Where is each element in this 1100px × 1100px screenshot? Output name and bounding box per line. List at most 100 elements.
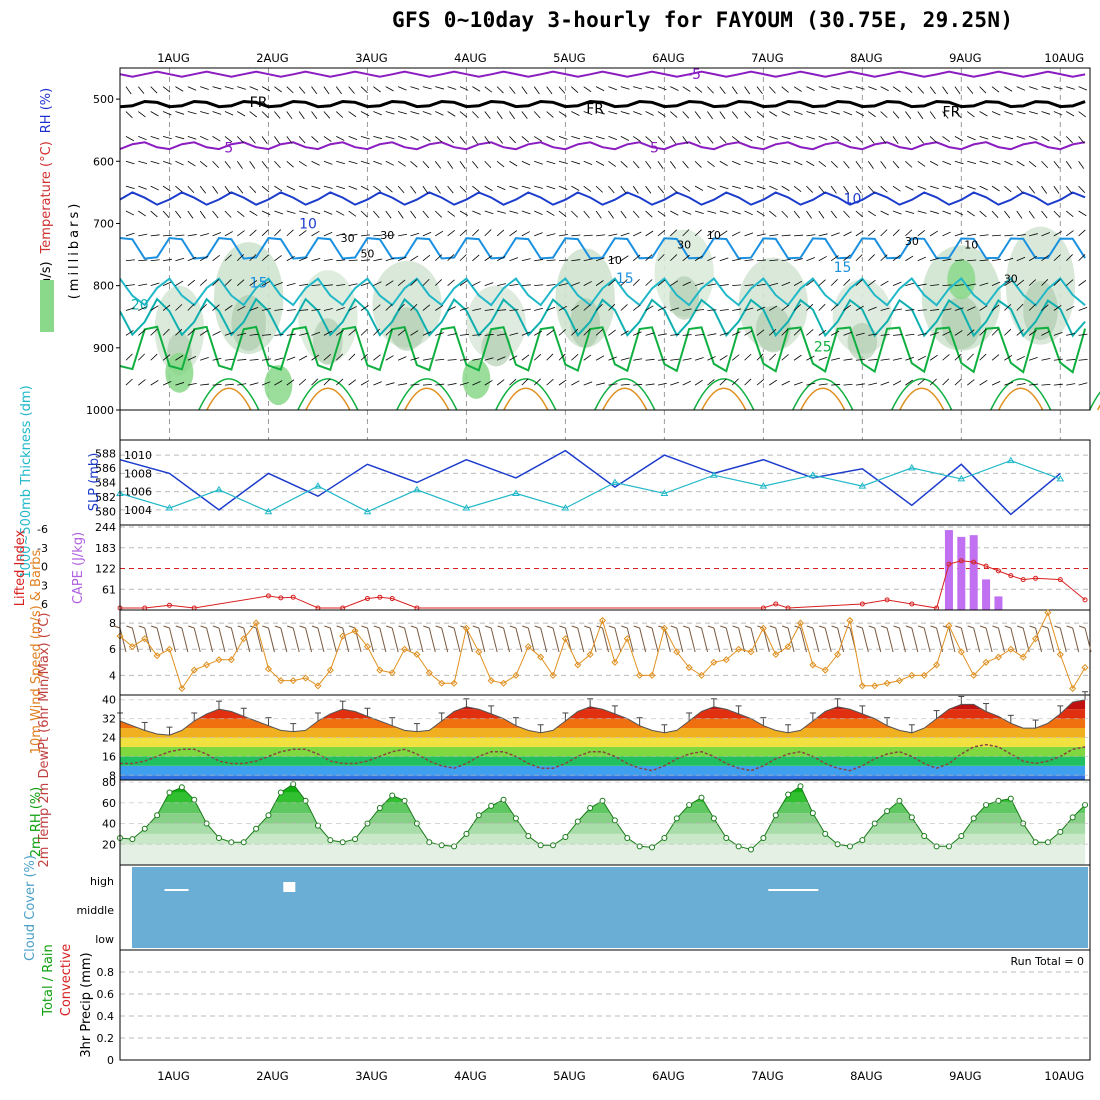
wind-barb — [1028, 255, 1038, 262]
wind-barb — [1028, 330, 1037, 336]
wind-barb — [373, 86, 381, 93]
rh-contour-label: 10 — [964, 238, 978, 251]
wind-marker — [549, 671, 557, 679]
wind-barb — [187, 234, 197, 237]
wind-barb — [249, 229, 257, 237]
wind-barb — [286, 111, 293, 120]
li-marker — [265, 593, 271, 599]
wind-barb — [162, 136, 172, 140]
wind-barb — [558, 259, 568, 262]
wind-barb — [348, 210, 357, 217]
thickness-marker — [1056, 474, 1065, 482]
wind-barb — [249, 280, 258, 286]
wind-barb — [942, 136, 951, 143]
wind-barb — [1047, 627, 1055, 653]
wind-barb — [571, 259, 581, 262]
wind-barb — [892, 254, 901, 262]
wind-barb — [212, 255, 220, 262]
wind-barb — [830, 304, 839, 311]
wind-barb — [756, 185, 766, 190]
rh-marker — [896, 797, 903, 804]
li-tick-label: 0 — [41, 561, 48, 574]
wind-barb — [435, 305, 444, 311]
wind-barb — [707, 333, 717, 336]
wind-barb — [583, 281, 592, 286]
wind-barb-feather — [497, 625, 504, 629]
wind-barb-feather — [559, 625, 566, 629]
wind-barb — [459, 254, 467, 262]
wind-barb — [441, 627, 449, 653]
wind-barb — [1028, 279, 1037, 286]
wind-barb-feather — [126, 625, 133, 629]
wind-barb-feather — [1066, 625, 1073, 629]
wind-barb — [756, 136, 766, 141]
wind-barb — [261, 254, 270, 262]
wind-barb — [633, 331, 642, 336]
wind-barb — [868, 306, 877, 311]
wind-barb — [861, 627, 869, 653]
wind-barb — [738, 627, 746, 653]
temperature-contour-25 — [990, 378, 1052, 411]
wind-barb — [855, 332, 865, 336]
wind-barb — [187, 160, 196, 167]
wind-barb — [942, 111, 949, 119]
wind-barb — [261, 334, 272, 336]
wind-barb-feather — [435, 625, 442, 629]
wind-barb — [385, 86, 394, 92]
wind-barb — [583, 111, 593, 116]
wind-marker — [240, 635, 248, 643]
rh-marker — [809, 810, 816, 817]
temperature-contour-25 — [297, 378, 359, 411]
wind-barb — [280, 627, 288, 653]
wind-barb — [397, 210, 404, 219]
temp-band — [120, 728, 1086, 738]
wind-barb — [435, 230, 444, 237]
wind-barb — [732, 308, 742, 311]
wind-barb — [1016, 160, 1025, 167]
wind-barb — [880, 229, 888, 237]
wind-barb — [892, 111, 900, 119]
wind-barb — [398, 233, 408, 237]
wind-barb-feather — [732, 625, 739, 629]
wind-barb — [818, 233, 828, 237]
wind-barb — [274, 308, 284, 311]
wind-barb — [991, 185, 1000, 192]
rh-marker — [500, 796, 507, 803]
wind-barb — [224, 111, 234, 116]
wind-barb — [929, 354, 938, 361]
wind-barb — [1078, 333, 1088, 336]
wind-barb — [583, 185, 592, 192]
wind-barb — [633, 86, 643, 90]
rh-band — [120, 823, 1086, 834]
wind-barb — [707, 136, 714, 144]
wind-barb — [583, 304, 591, 311]
wind-barb — [942, 210, 952, 215]
wind-marker — [339, 632, 347, 640]
rh-marker — [314, 822, 321, 829]
wind-barb — [410, 383, 420, 386]
wind-barb — [162, 328, 170, 336]
precip-legend: Total / Rain — [41, 944, 56, 1017]
wind-barb — [620, 86, 630, 90]
wind-barb — [348, 353, 356, 361]
rh-marker — [1057, 828, 1064, 835]
wind-barb — [979, 111, 988, 117]
wind-marker — [363, 643, 371, 651]
wind-barb — [298, 230, 307, 237]
wind-barb — [249, 111, 258, 118]
precip-tick-label: 0.8 — [97, 966, 115, 979]
thickness-tick-label: 584 — [95, 477, 116, 490]
wind-barb — [917, 210, 927, 214]
wind-barb — [373, 234, 383, 237]
wind-barb — [1035, 627, 1043, 653]
wind-barb — [385, 136, 395, 140]
wind-barb — [422, 383, 432, 386]
li-marker — [909, 601, 915, 607]
wind-barb — [595, 355, 605, 361]
wind-barb — [1016, 185, 1024, 193]
wind-barb — [162, 185, 171, 192]
wind-barb — [979, 185, 988, 191]
wind-barb — [843, 185, 850, 194]
wind-barb — [682, 308, 692, 311]
